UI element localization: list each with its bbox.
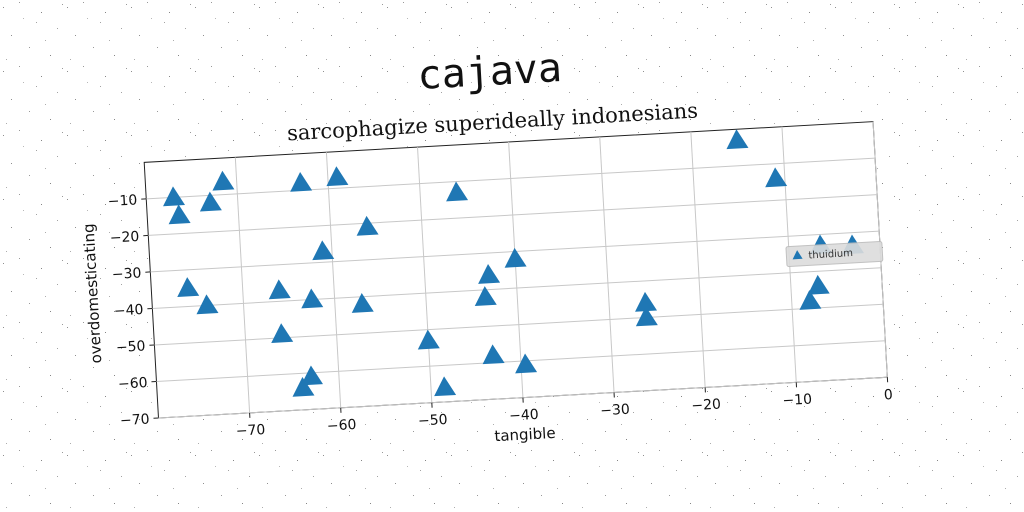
scatter-point bbox=[351, 293, 374, 313]
y-tick-label: −10 bbox=[107, 192, 137, 210]
grid-line-y bbox=[148, 194, 878, 236]
scatter-point bbox=[356, 215, 379, 236]
y-tick-label: −30 bbox=[111, 265, 141, 283]
grid-line-x bbox=[234, 157, 251, 413]
scatter-point bbox=[292, 376, 315, 397]
scatter-point bbox=[177, 277, 200, 297]
scatter-point bbox=[799, 289, 822, 310]
scatter-point bbox=[271, 323, 294, 344]
legend-marker bbox=[792, 250, 803, 260]
scatter-point bbox=[301, 288, 324, 309]
grid-line-y bbox=[146, 157, 876, 200]
x-tick-label: −30 bbox=[600, 402, 630, 420]
grid-line-y bbox=[156, 340, 886, 382]
chart-suptitle: cajava bbox=[416, 45, 563, 99]
scatter-point bbox=[290, 171, 313, 192]
legend-label: thuidium bbox=[808, 248, 853, 261]
grid-line-y bbox=[152, 267, 882, 309]
scatter-point bbox=[268, 279, 291, 300]
scatter-point bbox=[446, 181, 469, 202]
x-tick-label: −70 bbox=[235, 422, 265, 440]
x-tick-label: −50 bbox=[418, 412, 448, 430]
scatter-point bbox=[635, 306, 658, 327]
scatter-point bbox=[515, 353, 538, 374]
grid-line-x bbox=[417, 147, 433, 403]
scatter-point bbox=[765, 167, 788, 188]
figure-rotated: cajava sarcophagize superideally indones… bbox=[80, 45, 894, 445]
grid-line-x bbox=[599, 136, 615, 393]
x-axis-label: tangible bbox=[494, 424, 556, 445]
grid-line-x bbox=[690, 131, 706, 388]
scatter-point bbox=[726, 129, 749, 150]
y-tick-label: −20 bbox=[109, 229, 139, 247]
y-tick-label: −60 bbox=[118, 375, 148, 393]
scatter-point bbox=[635, 291, 658, 312]
scatter-point bbox=[301, 365, 323, 386]
y-tick-label: −50 bbox=[116, 338, 146, 356]
scatter-point bbox=[212, 170, 235, 191]
scatter-point bbox=[417, 329, 440, 350]
scatter-points bbox=[163, 129, 865, 397]
scatter-point bbox=[478, 264, 501, 284]
scatter-point bbox=[199, 191, 222, 212]
legend-box bbox=[785, 240, 884, 268]
scatter-point bbox=[326, 166, 349, 187]
scatter-point bbox=[312, 240, 335, 261]
scatter-point bbox=[163, 186, 186, 207]
legend: thuidium bbox=[785, 240, 884, 268]
grid-line-x bbox=[508, 141, 524, 398]
scatter-point bbox=[474, 286, 497, 307]
scatter-point bbox=[168, 204, 191, 225]
scatter-point bbox=[482, 344, 505, 365]
scatter-point bbox=[196, 294, 219, 315]
axis-ticks: −70 −60 −50 −40 −30 −20 −10 0 −70 −60 −50 −40 −30 −20… bbox=[107, 192, 893, 440]
x-tick-label: −40 bbox=[509, 407, 539, 425]
x-tick-label: 0 bbox=[883, 387, 893, 403]
x-tick-label: −60 bbox=[327, 417, 357, 435]
y-tick-label: −40 bbox=[113, 302, 143, 320]
grid-line-x bbox=[325, 152, 342, 408]
scatter-point bbox=[434, 376, 457, 397]
x-tick-label: −10 bbox=[782, 391, 812, 409]
x-tick-label: −20 bbox=[691, 397, 721, 415]
scatter-point bbox=[807, 274, 830, 295]
y-tick-label: −70 bbox=[120, 411, 150, 429]
scatter-point bbox=[504, 247, 527, 268]
